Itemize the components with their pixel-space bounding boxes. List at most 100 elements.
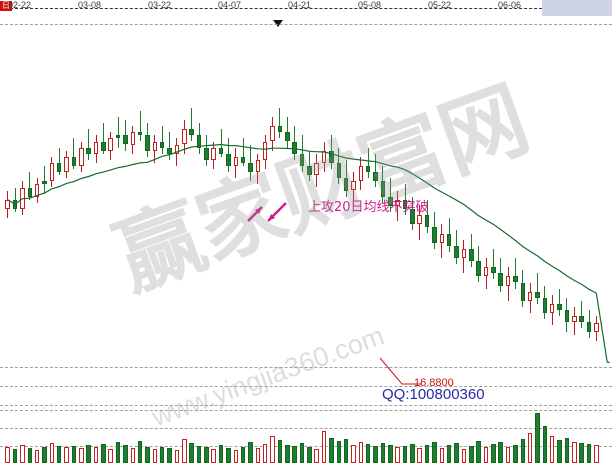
annotation-arrows-icon [247,202,287,222]
volume-bar [513,445,518,463]
volume-bar [527,432,533,463]
volume-bar [12,449,18,463]
volume-bar [572,441,577,463]
volume-bar [417,448,422,463]
volume-bar [307,447,312,463]
volume-bar [152,449,158,463]
axis-date-6: 05-22 [428,0,452,10]
volume-bar [218,445,224,463]
volume-bar [56,446,62,463]
volume-bar [454,443,459,463]
volume-bar [594,445,599,463]
gridline-low [0,386,612,387]
gridline-mid [0,367,612,368]
volume-bar [498,441,503,463]
volume-bar [373,445,378,463]
volume-bar [402,446,408,463]
volume-bar [586,444,592,463]
volume-bar [483,447,489,463]
volume-gridline-low [0,446,612,447]
volume-bar [365,444,371,463]
price-callout-label: 16.8800 [414,377,454,389]
volume-bar [446,444,452,463]
volume-bar [380,442,386,463]
volume-bar [204,447,209,463]
volume-bar [395,447,400,463]
volume-bar [174,450,180,463]
axis-date-5: 05-08 [358,0,382,10]
volume-bar [329,437,334,463]
volume-bar [424,445,430,463]
volume-bar [79,447,84,463]
volume-bar [557,439,562,463]
volume-bar [476,440,481,463]
volume-panel [0,410,612,463]
qq-contact-text: QQ:100800360 [382,386,485,403]
volume-bar [130,448,136,463]
axis-date-2: 03-22 [148,0,172,10]
volume-bar [86,444,91,463]
volume-bar [211,448,216,463]
volume-gridline-top [0,410,612,411]
volume-bar [226,447,231,463]
volume-bar [233,449,239,463]
volume-bar [292,445,297,463]
volume-bar [93,446,99,463]
volume-bar [5,447,10,463]
volume-gridline-mid [0,428,612,429]
volume-bar [564,437,570,463]
volume-bar [505,446,511,463]
volume-bar [189,443,194,463]
volume-bar [388,444,393,463]
volume-bar [108,448,113,463]
volume-bar [34,450,40,463]
cursor-marker-icon [273,20,283,27]
volume-bar [439,447,445,463]
volume-bar [101,444,106,463]
volume-bar [343,438,349,463]
volume-bar [549,435,555,463]
volume-bar [167,448,172,463]
price-panel: 上攻20日均线不突破 16.8800 [0,24,612,409]
volume-bar [358,441,364,463]
gridline-bottom [0,405,612,406]
volume-bar [432,441,437,463]
volume-bar [71,445,77,463]
volume-bar [336,440,342,463]
period-tag: 日 [0,1,12,11]
volume-bar [542,426,548,463]
volume-bar [262,444,268,463]
volume-bar [285,444,290,463]
volume-bar [299,443,305,463]
volume-bar [535,413,540,463]
volume-bar [277,439,283,463]
axis-dashed-line [0,8,612,9]
volume-bar [314,449,319,463]
gridline-top [0,24,612,25]
volume-bar [20,445,25,463]
ma20-line [7,143,610,363]
volume-bar [27,448,33,463]
volume-bar [137,440,143,463]
volume-bar [240,446,246,463]
axis-date-3: 04-07 [218,0,242,10]
volume-bar [145,446,150,463]
volume-bar [520,439,526,463]
axis-date-7: 06-06 [498,0,522,10]
volume-bar [579,443,584,463]
volume-bar [255,448,261,463]
volume-bar [410,443,415,463]
volume-bar [196,445,202,463]
volume-bar [351,445,356,463]
volume-bar [321,431,327,463]
volume-bar [248,441,253,463]
price-leader-line [379,357,422,385]
axis-date-1: 03-08 [78,0,102,10]
top-right-panel [542,0,612,16]
volume-bar [461,448,467,463]
volume-bar [123,445,128,463]
volume-bar [64,447,69,463]
volume-bar [159,447,165,463]
volume-bar [42,447,47,463]
